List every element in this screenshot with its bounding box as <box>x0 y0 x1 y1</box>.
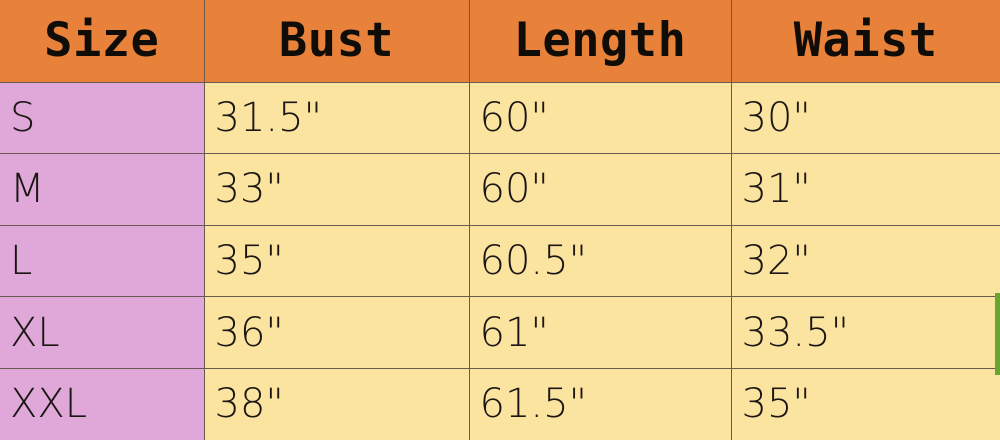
table-row: XL 36" 61" 33.5" <box>0 296 1000 369</box>
cell-waist: 30" <box>730 81 1000 155</box>
cell-waist: 35" <box>730 367 1000 440</box>
cell-length: 60" <box>468 81 732 155</box>
table-row: M 33" 60" 31" <box>0 153 1000 226</box>
table-row: XXL 38" 61.5" 35" <box>0 367 1000 440</box>
column-header-size: Size <box>0 0 205 83</box>
cell-size: M <box>0 153 205 226</box>
table-header: Size Bust Length Waist <box>0 0 1000 83</box>
cell-length: 60.5" <box>468 224 732 298</box>
cell-size: XXL <box>0 367 205 440</box>
column-header-length: Length <box>468 0 732 83</box>
header-row: Size Bust Length Waist <box>0 0 1000 83</box>
table-row: S 31.5" 60" 30" <box>0 81 1000 155</box>
cell-size: S <box>0 81 205 155</box>
cell-bust: 38" <box>203 367 470 440</box>
cell-size: XL <box>0 296 205 369</box>
cell-waist: 32" <box>730 224 1000 298</box>
table-body: S 31.5" 60" 30" M 33" 60" 31" L 35" 60.5… <box>0 81 1000 440</box>
cell-bust: 36" <box>203 296 470 369</box>
table-row: L 35" 60.5" 32" <box>0 224 1000 298</box>
cell-length: 61.5" <box>468 367 732 440</box>
cell-length: 60" <box>468 153 732 226</box>
cell-bust: 33" <box>203 153 470 226</box>
cell-bust: 35" <box>203 224 470 298</box>
cell-bust: 31.5" <box>203 81 470 155</box>
cell-size: L <box>0 224 205 298</box>
cell-length: 61" <box>468 296 732 369</box>
cell-waist: 33.5" <box>730 296 1000 369</box>
cell-waist: 31" <box>730 153 1000 226</box>
column-header-waist: Waist <box>730 0 1000 83</box>
column-header-bust: Bust <box>203 0 470 83</box>
